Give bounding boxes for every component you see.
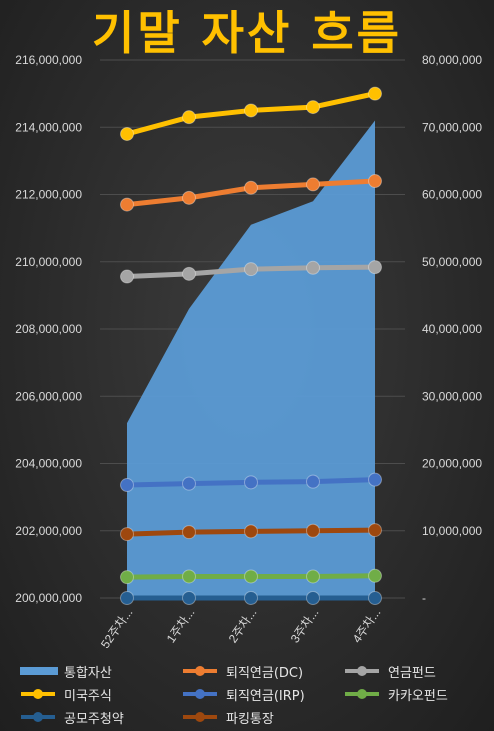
legend-label: 퇴직연금(DC) bbox=[226, 665, 304, 681]
series-퇴직연금IRP-point bbox=[368, 472, 382, 487]
y-left-tick-label: 212,000,000 bbox=[15, 188, 82, 202]
series-퇴직연금IRP-point bbox=[244, 475, 258, 490]
legend-marker-icon bbox=[345, 666, 379, 676]
series-퇴직연금DC-point bbox=[120, 197, 134, 212]
y-right-tick-label: 10,000,000 bbox=[422, 524, 482, 538]
legend-item: 퇴직연금(IRP) bbox=[180, 685, 305, 704]
y-left-tick-label: 210,000,000 bbox=[15, 255, 82, 269]
series-퇴직연금DC-point bbox=[182, 190, 196, 205]
legend-label: 카카오펀드 bbox=[388, 688, 448, 704]
legend-marker-icon bbox=[183, 689, 217, 699]
series-연금펀드-point bbox=[244, 262, 258, 277]
series-파킹통장-point bbox=[306, 523, 320, 538]
x-tick-label: 3주차... bbox=[288, 606, 322, 646]
legend-label: 퇴직연금(IRP) bbox=[226, 688, 305, 704]
x-tick-label: 2주차... bbox=[226, 606, 260, 646]
legend-marker-icon bbox=[20, 667, 58, 675]
x-tick-label: 4주차... bbox=[350, 606, 384, 646]
x-axis: 52주차... 1주차... 2주차... 3주차... 4주차... bbox=[98, 606, 384, 651]
legend-item: 미국주식 bbox=[18, 685, 112, 704]
y-left-tick-label: 216,000,000 bbox=[15, 53, 82, 67]
series-카카오펀드-point bbox=[182, 569, 196, 584]
series-공모주청약-point bbox=[244, 591, 258, 605]
series-퇴직연금DC-point bbox=[368, 174, 382, 189]
legend-item: 통합자산 bbox=[18, 662, 112, 681]
y-left-tick-label: 214,000,000 bbox=[15, 120, 82, 134]
series-카카오펀드-point bbox=[120, 570, 134, 585]
legend-item: 연금펀드 bbox=[342, 662, 436, 681]
series-연금펀드-point bbox=[368, 260, 382, 275]
legend-label: 미국주식 bbox=[64, 688, 112, 704]
y-axis-left: 200,000,000 202,000,000 204,000,000 206,000… bbox=[15, 53, 82, 605]
series-카카오펀드-point bbox=[244, 569, 258, 584]
series-미국주식-point bbox=[182, 110, 196, 125]
y-right-tick-label: 60,000,000 bbox=[422, 188, 482, 202]
y-right-tick-label: 40,000,000 bbox=[422, 322, 482, 336]
series-파킹통장-point bbox=[368, 523, 382, 538]
series-미국주식-point bbox=[244, 103, 258, 118]
legend-label: 공모주청약 bbox=[64, 711, 124, 727]
y-right-tick-label: 30,000,000 bbox=[422, 389, 482, 403]
series-카카오펀드-point bbox=[306, 569, 320, 584]
series-퇴직연금IRP-point bbox=[306, 474, 320, 489]
legend-item: 공모주청약 bbox=[18, 708, 124, 727]
chart-area: 200,000,000 202,000,000 204,000,000 206,000… bbox=[15, 53, 482, 651]
series-연금펀드-point bbox=[120, 269, 134, 284]
legend-marker-icon bbox=[21, 689, 55, 699]
series-파킹통장-point bbox=[244, 524, 258, 539]
series-카카오펀드-point bbox=[368, 568, 382, 583]
legend-marker-icon bbox=[183, 666, 217, 676]
y-right-tick-label: 80,000,000 bbox=[422, 53, 482, 67]
legend-marker-icon bbox=[21, 712, 55, 722]
y-left-tick-label: 204,000,000 bbox=[15, 457, 82, 471]
y-axis-right: - 10,000,000 20,000,000 30,000,000 40,000,00… bbox=[422, 53, 482, 605]
series-퇴직연금DC-point bbox=[306, 177, 320, 192]
series-파킹통장-point bbox=[120, 527, 134, 542]
y-right-tick-label: 20,000,000 bbox=[422, 457, 482, 471]
y-left-tick-label: 208,000,000 bbox=[15, 322, 82, 336]
y-right-tick-label: 70,000,000 bbox=[422, 120, 482, 134]
series-공모주청약-point bbox=[306, 591, 320, 605]
series-공모주청약-point bbox=[182, 591, 196, 605]
series-미국주식-point bbox=[120, 126, 134, 141]
series-퇴직연금IRP-point bbox=[182, 476, 196, 491]
series-연금펀드-point bbox=[182, 266, 196, 281]
legend-marker-icon bbox=[345, 689, 379, 699]
series-퇴직연금DC-point bbox=[244, 180, 258, 195]
y-left-tick-label: 202,000,000 bbox=[15, 524, 82, 538]
legend-label: 파킹통장 bbox=[226, 711, 274, 727]
legend-item: 파킹통장 bbox=[180, 708, 274, 727]
legend-item: 카카오펀드 bbox=[342, 685, 448, 704]
y-right-tick-label: - bbox=[422, 591, 426, 605]
series-퇴직연금IRP-point bbox=[120, 478, 134, 493]
x-tick-label: 1주차... bbox=[164, 606, 198, 646]
legend-marker-icon bbox=[183, 712, 217, 722]
x-tick-label: 52주차... bbox=[98, 606, 136, 651]
legend-label: 연금펀드 bbox=[388, 665, 436, 681]
line-series bbox=[120, 86, 382, 605]
series-연금펀드-point bbox=[306, 260, 320, 275]
legend-label: 통합자산 bbox=[64, 665, 112, 681]
series-공모주청약-point bbox=[368, 591, 382, 605]
series-미국주식-point bbox=[306, 100, 320, 115]
series-공모주청약-point bbox=[120, 591, 134, 605]
y-left-tick-label: 206,000,000 bbox=[15, 389, 82, 403]
chart-title: 기말 자산 흐름 bbox=[92, 6, 402, 60]
series-파킹통장-point bbox=[182, 525, 196, 540]
y-right-tick-label: 50,000,000 bbox=[422, 255, 482, 269]
legend-item: 퇴직연금(DC) bbox=[180, 662, 304, 681]
y-left-tick-label: 200,000,000 bbox=[15, 591, 82, 605]
series-미국주식-point bbox=[368, 86, 382, 101]
